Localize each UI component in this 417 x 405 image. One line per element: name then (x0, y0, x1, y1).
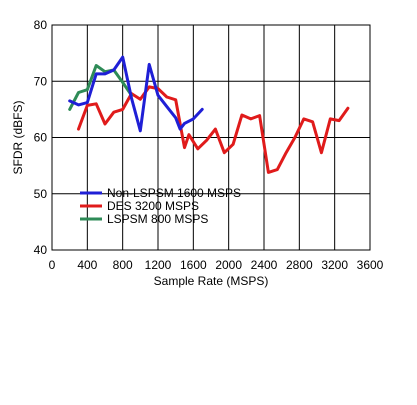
x-tick-label: 3600 (357, 258, 384, 272)
series-lines (68, 55, 350, 174)
x-tick-label: 400 (77, 258, 97, 272)
legend-label: Non-LSPSM 1600 MSPS (107, 186, 241, 200)
x-tick-label: 800 (113, 258, 133, 272)
x-tick-label: 2800 (286, 258, 313, 272)
y-tick-label: 40 (34, 243, 48, 257)
y-tick-label: 70 (34, 74, 48, 88)
x-tick-label: 0 (49, 258, 56, 272)
y-tick-label: 60 (34, 131, 48, 145)
x-axis-title: Sample Rate (MSPS) (154, 274, 269, 288)
legend-label: LSPSM 800 MSPS (107, 212, 208, 226)
x-tick-label: 2000 (215, 258, 242, 272)
y-tick-label: 80 (34, 18, 48, 32)
legend-label: DES 3200 MSPS (107, 199, 199, 213)
tick-labels: 0 400 800 1200 1600 2000 2400 2800 3200 3600 40 50 6… (34, 18, 384, 272)
plot-area-frame (51, 24, 371, 251)
series-line-1 (77, 85, 350, 174)
x-tick-label: 1600 (180, 258, 207, 272)
x-tick-label: 2400 (251, 258, 278, 272)
x-tick-label: 3200 (321, 258, 348, 272)
series-line-2 (68, 64, 133, 111)
x-tick-label: 1200 (145, 258, 172, 272)
y-axis-title: SFDR (dBFS) (11, 100, 25, 174)
y-tick-label: 50 (34, 187, 48, 201)
series-line-0 (68, 55, 204, 133)
